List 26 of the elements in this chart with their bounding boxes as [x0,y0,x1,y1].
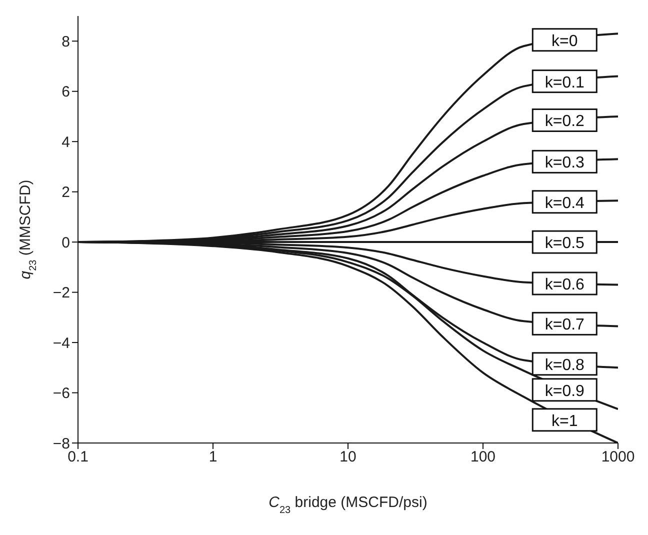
y-tick-label: 8 [62,33,70,50]
y-tick-label: −8 [52,435,70,452]
x-tick-label: 0.1 [68,448,88,466]
y-tick-label: 4 [62,134,70,151]
y-tick-label: −4 [52,334,70,352]
x-tick-label: 1 [208,448,218,466]
series-label: k=0.2 [544,113,585,130]
y-tick-label: 6 [62,84,70,101]
x-tick-label: 10 [340,448,356,466]
legend-label: k=1 [552,412,578,430]
series-label: k=0.6 [544,276,585,294]
series-label: k=0.8 [544,356,585,374]
series-label: k=0.5 [544,235,585,252]
y-tick-label: 2 [62,184,70,202]
series-label: k=0 [552,32,578,50]
x-tick-label: 1000 [601,448,635,466]
x-axis-title: C$_{23}$ bridge (MSCFD/psi) [268,494,428,516]
legend-label: k=0.9 [544,382,585,400]
series-label: k=0.3 [544,154,585,172]
x-tick-label: 100 [470,448,496,466]
series-label: k=0.1 [544,74,585,92]
y-tick-label: 0 [62,234,70,252]
y-tick-label: −6 [52,385,70,402]
y-tick-label: −2 [52,284,70,302]
series-label: k=0.7 [544,316,585,334]
series-label: k=0.4 [544,194,585,212]
